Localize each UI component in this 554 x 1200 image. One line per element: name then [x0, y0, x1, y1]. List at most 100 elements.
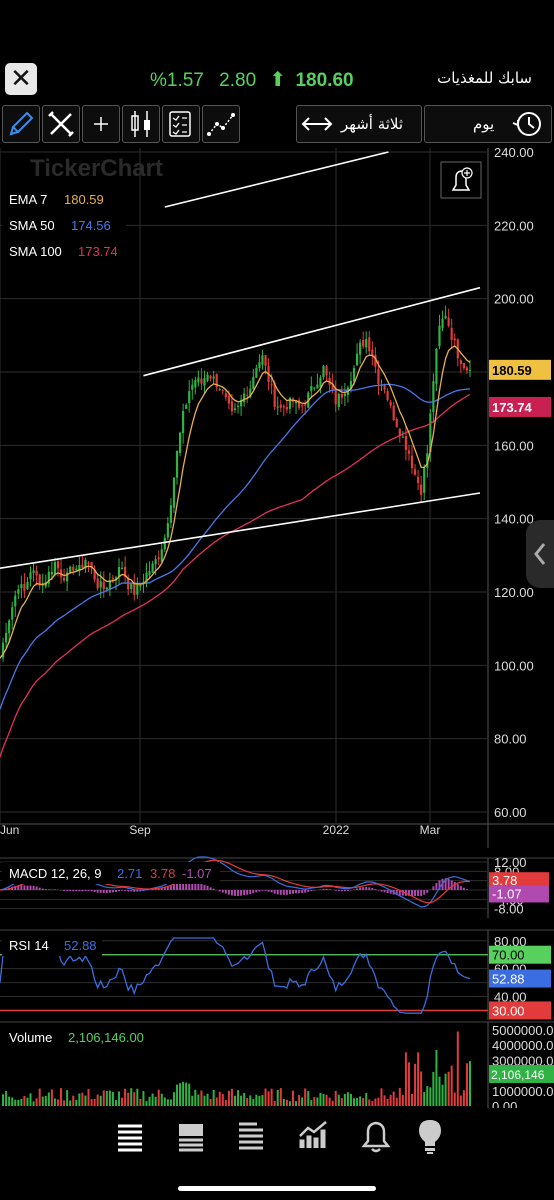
side-panel-toggle[interactable]	[526, 520, 554, 588]
chart-icon[interactable]	[294, 1116, 334, 1156]
volume-bar	[234, 1095, 236, 1106]
volume-bar	[243, 1092, 246, 1106]
volume-bar	[383, 1095, 386, 1106]
volume-bar	[291, 1090, 294, 1106]
rsi-tag	[489, 969, 551, 988]
add-alert-button[interactable]	[440, 161, 482, 199]
alerts-icon[interactable]	[356, 1116, 396, 1156]
candle	[288, 397, 292, 409]
candle	[133, 581, 136, 595]
candle	[438, 325, 441, 347]
sma100-tag	[489, 396, 551, 417]
candle	[200, 378, 203, 384]
volume-bar	[240, 1095, 243, 1106]
trend-button[interactable]	[202, 105, 240, 143]
candle	[273, 382, 276, 407]
macd-signal-tag	[489, 872, 549, 890]
volume-bar	[426, 1086, 429, 1106]
candles-button[interactable]	[122, 105, 160, 143]
volume-bar	[310, 1100, 313, 1106]
change-value: 2.80	[219, 70, 257, 91]
candle	[145, 572, 148, 583]
volume-bar	[246, 1097, 249, 1106]
macd-panel: MACD 12, 26, 9 2.71 3.78 -1.07 12.008.00…	[0, 855, 554, 918]
volume-bar	[14, 1099, 17, 1106]
portfolio-icon[interactable]	[231, 1116, 271, 1156]
volume-bar	[160, 1093, 163, 1106]
candle	[47, 571, 50, 584]
pencil-button[interactable]	[2, 105, 40, 143]
candle	[117, 566, 121, 577]
macd-params: 12, 26, 9	[51, 866, 102, 881]
candle	[468, 369, 472, 371]
price-tick: 60.00	[494, 805, 527, 820]
candle	[17, 589, 20, 594]
header: ✕ %1.57 2.80 ⬆ 180.60 سابك للمغذيات	[0, 56, 554, 102]
volume-bar	[182, 1081, 185, 1106]
candle	[50, 571, 53, 575]
candle	[160, 549, 163, 562]
candle	[285, 407, 288, 410]
candle	[182, 410, 185, 434]
volume-bar	[276, 1090, 279, 1106]
macd-tick: -8.00	[494, 902, 524, 917]
close-button[interactable]: ✕	[5, 63, 37, 95]
candle	[93, 569, 96, 580]
volume-bar	[118, 1091, 121, 1106]
candle	[32, 570, 35, 573]
candle	[105, 587, 108, 590]
ema-label: EMA	[9, 192, 38, 207]
volume-bar	[362, 1097, 365, 1106]
crosshair-button[interactable]	[82, 105, 120, 143]
volume-bar	[334, 1090, 337, 1106]
volume-bar	[47, 1092, 50, 1106]
candle	[383, 385, 386, 390]
volume-bar	[53, 1098, 56, 1106]
svg-text:SMA 50: SMA 50	[9, 218, 55, 233]
price-tick: 100.00	[494, 658, 534, 673]
candle	[294, 400, 298, 404]
macd-tick: 12.00	[494, 855, 527, 870]
candle	[304, 404, 307, 406]
volume-bar	[441, 1084, 444, 1106]
volume-bar	[172, 1092, 175, 1106]
candle	[78, 564, 81, 572]
candle	[240, 399, 243, 407]
candle	[343, 393, 346, 397]
candle	[429, 413, 432, 452]
volume-tick: 5000000.00	[492, 1023, 554, 1038]
moving-averages	[0, 345, 471, 758]
news-icon[interactable]	[171, 1116, 211, 1156]
candle	[166, 523, 169, 538]
volume-bar	[209, 1098, 212, 1106]
candle	[368, 337, 371, 352]
candle	[319, 377, 322, 388]
tools-button[interactable]	[42, 105, 80, 143]
grid	[0, 148, 554, 848]
volume-bar	[465, 1063, 468, 1106]
period-selector[interactable]: ثلاثة أشهر	[296, 105, 422, 143]
candle	[322, 366, 325, 378]
volume-bar	[176, 1084, 179, 1106]
ideas-icon[interactable]	[410, 1116, 450, 1156]
volume-panel: Volume 2,106,146.00 5000000.004000000.00…	[0, 1021, 554, 1108]
chart-area[interactable]: TickerChart 240.00220.00200.00180.00160.…	[0, 148, 554, 1108]
candle	[197, 377, 200, 383]
volume-bar	[154, 1096, 157, 1106]
candle	[398, 428, 401, 437]
trend-icon	[207, 113, 235, 136]
candle	[14, 595, 17, 607]
indicators-button[interactable]	[162, 105, 200, 143]
volume-bar	[111, 1091, 114, 1106]
candle	[255, 367, 258, 378]
candle	[84, 559, 87, 569]
volume-bar	[316, 1097, 319, 1106]
pencil-icon	[9, 111, 34, 136]
volume-bar	[337, 1094, 340, 1106]
candle	[243, 393, 246, 402]
volume-bar	[8, 1096, 11, 1106]
sma100-value: 173.74	[78, 244, 118, 259]
watchlist-icon[interactable]	[110, 1116, 150, 1156]
symbol-name[interactable]: سابك للمغذيات	[437, 69, 532, 87]
interval-selector[interactable]: يوم	[424, 105, 552, 143]
